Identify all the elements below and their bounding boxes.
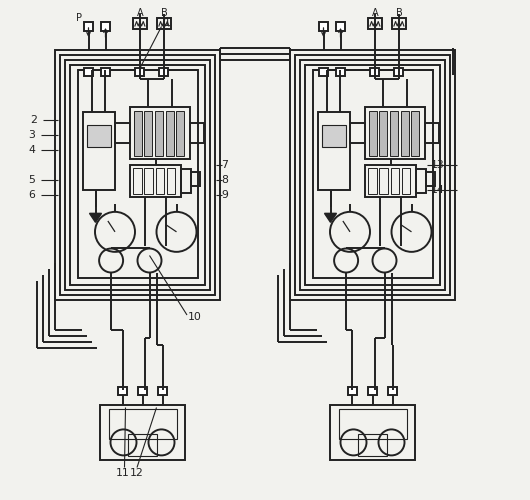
Bar <box>144 168 153 194</box>
Text: 14: 14 <box>430 185 444 195</box>
Bar <box>165 111 173 156</box>
Bar <box>411 111 419 156</box>
Bar <box>426 172 435 185</box>
Bar <box>390 111 398 156</box>
Text: B: B <box>396 8 403 18</box>
Bar <box>319 22 328 31</box>
Bar <box>336 22 345 31</box>
Bar <box>130 108 190 159</box>
Bar <box>319 68 328 76</box>
Bar <box>295 55 450 295</box>
Bar <box>155 168 164 194</box>
Text: 7: 7 <box>222 160 228 170</box>
Bar <box>144 111 152 156</box>
Bar <box>394 68 403 76</box>
Bar <box>135 68 144 76</box>
Bar <box>365 166 416 196</box>
Text: 3: 3 <box>29 130 36 140</box>
Bar <box>313 70 432 278</box>
Bar <box>358 434 387 456</box>
Bar <box>84 68 93 76</box>
Text: 9: 9 <box>222 190 228 200</box>
Bar <box>392 18 406 29</box>
Text: 11: 11 <box>116 468 129 477</box>
Bar <box>317 112 350 190</box>
Bar <box>368 387 377 395</box>
Bar <box>379 111 387 156</box>
Bar <box>391 168 400 194</box>
Bar <box>60 55 215 295</box>
Text: 13: 13 <box>430 160 444 170</box>
Bar <box>368 168 377 194</box>
Bar <box>157 18 171 29</box>
Bar <box>118 387 127 395</box>
Bar <box>339 409 407 439</box>
Bar <box>166 168 175 194</box>
Bar <box>101 68 110 76</box>
Bar <box>133 18 147 29</box>
Bar <box>322 125 346 147</box>
Bar <box>70 65 205 285</box>
Text: 2: 2 <box>31 115 38 125</box>
Text: 12: 12 <box>130 468 144 477</box>
Bar <box>130 166 181 196</box>
Text: 4: 4 <box>29 145 36 155</box>
Bar <box>134 168 142 194</box>
Bar <box>138 387 147 395</box>
Bar <box>155 111 163 156</box>
Text: 1: 1 <box>164 18 171 28</box>
Bar <box>369 111 377 156</box>
Bar <box>190 124 204 144</box>
Text: 10: 10 <box>188 312 202 322</box>
Bar <box>402 168 410 194</box>
Bar <box>100 405 185 460</box>
Bar <box>191 172 200 185</box>
Bar <box>379 168 388 194</box>
Bar <box>368 18 382 29</box>
Bar <box>388 387 397 395</box>
Text: A: A <box>137 8 144 18</box>
Text: 5: 5 <box>29 175 36 185</box>
Bar <box>176 111 184 156</box>
Bar <box>65 60 210 290</box>
Bar <box>305 65 440 285</box>
Text: B: B <box>161 8 167 18</box>
Bar <box>77 70 198 278</box>
Bar <box>160 68 169 76</box>
Text: 6: 6 <box>29 190 36 200</box>
Text: P: P <box>76 13 82 23</box>
Polygon shape <box>324 214 337 222</box>
Bar <box>336 68 345 76</box>
Bar <box>83 112 115 190</box>
Bar <box>300 60 445 290</box>
Bar <box>181 168 191 194</box>
Bar <box>86 125 111 147</box>
Bar <box>425 124 439 144</box>
Bar <box>101 22 110 31</box>
Bar <box>330 405 415 460</box>
Bar <box>55 50 220 300</box>
Text: 8: 8 <box>222 175 228 185</box>
Text: A: A <box>372 8 378 18</box>
Bar <box>134 111 142 156</box>
Bar <box>84 22 93 31</box>
Bar <box>350 124 365 144</box>
Bar <box>290 50 455 300</box>
Bar <box>128 434 157 456</box>
Bar <box>370 68 379 76</box>
Bar <box>416 168 426 194</box>
Bar <box>348 387 357 395</box>
Bar <box>116 124 130 144</box>
Bar <box>401 111 409 156</box>
Bar <box>158 387 167 395</box>
Polygon shape <box>90 214 102 222</box>
Bar <box>365 108 425 159</box>
Bar <box>109 409 176 439</box>
